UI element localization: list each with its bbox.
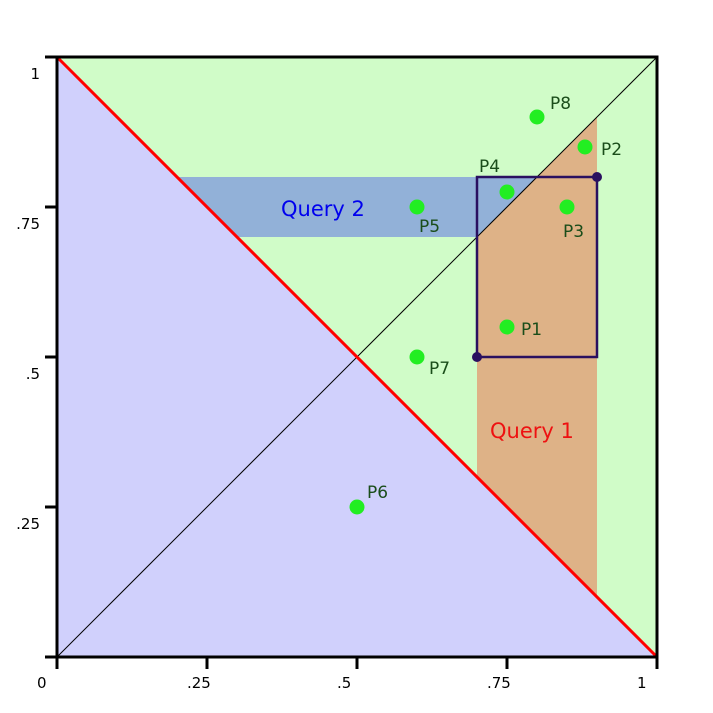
point-label-p5: P5 xyxy=(419,217,440,237)
query-corner-upper-right xyxy=(592,172,602,182)
point-p4 xyxy=(499,184,515,200)
y-tick-label: .5 xyxy=(26,365,40,383)
query-corner-lower-left xyxy=(472,352,482,362)
point-p8 xyxy=(529,109,545,125)
data-points xyxy=(349,109,593,515)
x-tick-label: .5 xyxy=(337,674,351,692)
y-tick-label: .25 xyxy=(16,515,40,533)
axis-ticks xyxy=(45,55,659,669)
x-tick-label: .75 xyxy=(487,674,511,692)
point-label-p6: P6 xyxy=(367,483,388,503)
point-label-p3: P3 xyxy=(563,222,584,242)
query2-region xyxy=(177,177,537,237)
point-p1 xyxy=(499,319,515,335)
point-label-p2: P2 xyxy=(601,140,622,160)
anti-diagonal-line xyxy=(55,55,659,659)
query1-label: Query 1 xyxy=(490,419,574,443)
point-p5 xyxy=(409,199,425,215)
point-p6 xyxy=(349,499,365,515)
point-p2 xyxy=(577,139,593,155)
point-label-p1: P1 xyxy=(521,320,542,340)
query-rectangle-outline xyxy=(475,175,599,359)
point-label-p8: P8 xyxy=(550,94,571,114)
point-p3 xyxy=(559,199,575,215)
point-label-p4: P4 xyxy=(479,157,500,177)
y-tick-label: 1 xyxy=(30,65,40,83)
y-tick-label: .75 xyxy=(16,215,40,233)
point-labels: P1 P2 P3 P4 P5 P6 P7 P8 xyxy=(367,94,622,503)
axis-tick-labels: 0 .25 .5 .75 1 .25 .5 .75 1 xyxy=(16,65,646,692)
x-tick-label: 0 xyxy=(37,674,47,692)
query2-label: Query 2 xyxy=(281,197,365,221)
x-tick-label: 1 xyxy=(637,674,647,692)
x-tick-label: .25 xyxy=(187,674,211,692)
point-p7 xyxy=(409,349,425,365)
point-label-p7: P7 xyxy=(429,359,450,379)
